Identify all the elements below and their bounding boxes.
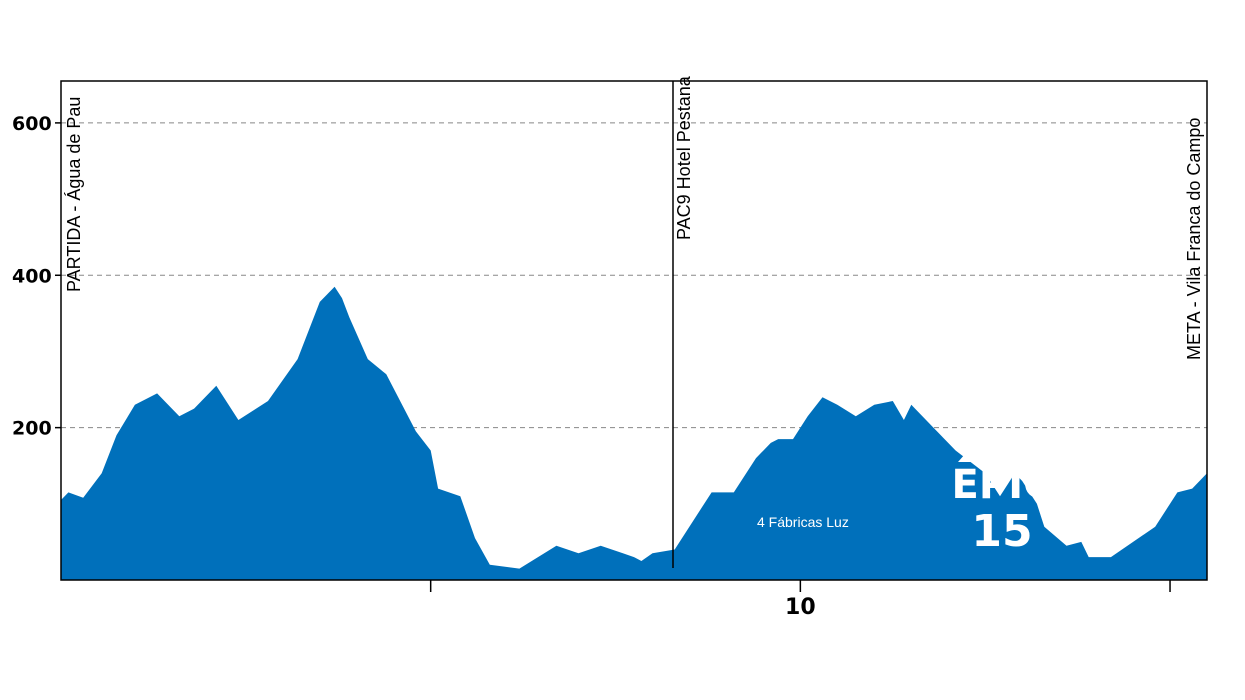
y-tick-label-400: 400 — [12, 265, 52, 287]
start-annotation: PARTIDA - Água de Pau — [64, 97, 84, 292]
elevation-area-group — [61, 286, 1207, 580]
logo-mountain-icon — [958, 428, 1046, 462]
grid-lines — [61, 122, 1207, 429]
logo-text-line1: EPIC — [952, 462, 1053, 508]
inner-annotation: 4 Fábricas Luz — [757, 514, 849, 530]
checkpoint-annotation: PAC9 Hotel Pestana — [674, 75, 694, 240]
plot-frame — [60, 80, 1208, 581]
y-tick-label-200: 200 — [12, 418, 52, 440]
y-tick-label-600: 600 — [12, 113, 52, 135]
elevation-area — [61, 286, 1207, 580]
axis-ticks: 200 400 600 10 — [12, 113, 1171, 620]
finish-annotation: META - Vila Franca do Campo — [1184, 118, 1204, 360]
logo-text-line2: 15 — [971, 506, 1032, 557]
x-tick-label-10: 10 — [785, 595, 816, 620]
epic15-logo: EPIC 15 — [952, 428, 1053, 557]
plot-border — [60, 80, 1208, 581]
